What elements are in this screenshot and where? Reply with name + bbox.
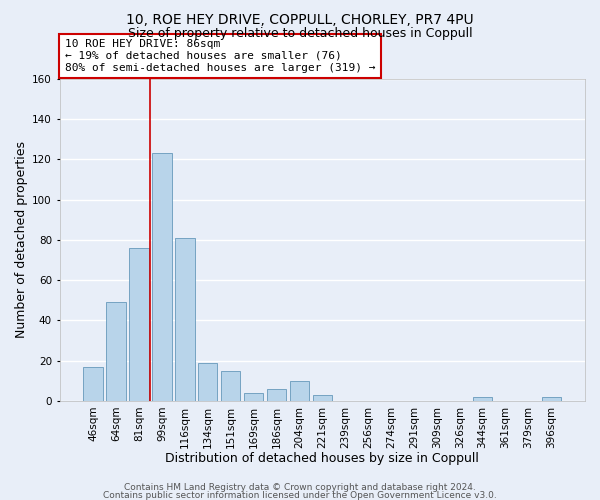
Text: 10, ROE HEY DRIVE, COPPULL, CHORLEY, PR7 4PU: 10, ROE HEY DRIVE, COPPULL, CHORLEY, PR7…: [126, 12, 474, 26]
Text: Contains public sector information licensed under the Open Government Licence v3: Contains public sector information licen…: [103, 490, 497, 500]
X-axis label: Distribution of detached houses by size in Coppull: Distribution of detached houses by size …: [166, 452, 479, 465]
Bar: [244, 393, 263, 401]
Bar: [106, 302, 126, 401]
Text: 10 ROE HEY DRIVE: 86sqm
← 19% of detached houses are smaller (76)
80% of semi-de: 10 ROE HEY DRIVE: 86sqm ← 19% of detache…: [65, 40, 376, 72]
Bar: [313, 395, 332, 401]
Bar: [267, 389, 286, 401]
Bar: [152, 154, 172, 401]
Bar: [290, 380, 309, 401]
Bar: [83, 366, 103, 401]
Text: Contains HM Land Registry data © Crown copyright and database right 2024.: Contains HM Land Registry data © Crown c…: [124, 483, 476, 492]
Bar: [221, 370, 241, 401]
Bar: [473, 397, 493, 401]
Bar: [542, 397, 561, 401]
Bar: [198, 362, 217, 401]
Bar: [175, 238, 194, 401]
Text: Size of property relative to detached houses in Coppull: Size of property relative to detached ho…: [128, 28, 472, 40]
Bar: [129, 248, 149, 401]
Y-axis label: Number of detached properties: Number of detached properties: [15, 142, 28, 338]
